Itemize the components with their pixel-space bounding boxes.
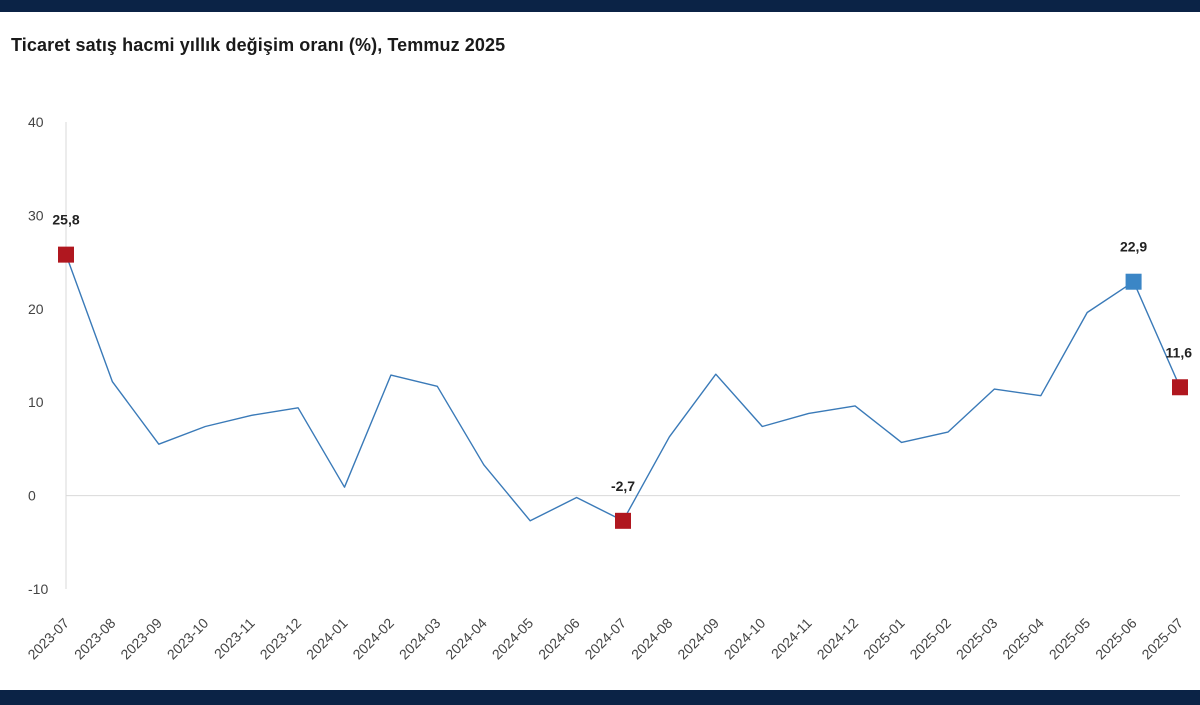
x-tick-label: 2024-04 <box>442 615 490 663</box>
highlight-marker <box>1172 379 1188 396</box>
x-tick-label: 2025-03 <box>953 615 1001 663</box>
x-tick-label: 2023-08 <box>71 615 119 663</box>
x-tick-label: 2023-10 <box>164 615 212 663</box>
data-point <box>1085 311 1089 315</box>
data-label: -2,7 <box>611 478 635 494</box>
highlight-marker <box>615 512 631 529</box>
data-point <box>853 404 857 408</box>
data-label: 25,8 <box>52 212 79 228</box>
y-tick-label: 40 <box>28 114 44 130</box>
x-tick-label: 2024-01 <box>303 615 351 663</box>
chart-title: Ticaret satış hacmi yıllık değişim oranı… <box>11 35 506 55</box>
x-tick-label: 2025-01 <box>860 615 908 663</box>
data-label: 11,6 <box>1166 344 1193 360</box>
x-tick-label: 2025-07 <box>1138 615 1186 663</box>
data-point <box>807 411 811 415</box>
data-point <box>667 435 671 439</box>
x-tick-label: 2024-10 <box>721 615 769 663</box>
data-point <box>992 387 996 391</box>
data-point <box>575 495 579 499</box>
x-tick-label: 2024-11 <box>768 615 815 662</box>
data-point <box>296 406 300 410</box>
data-point <box>760 424 764 428</box>
bottom-frame-bar <box>0 690 1200 705</box>
y-tick-label: 0 <box>28 488 36 504</box>
x-tick-label: 2023-12 <box>257 615 305 663</box>
x-tick-label: 2024-02 <box>349 615 397 663</box>
data-label: 22,9 <box>1120 239 1147 255</box>
y-tick-label: -10 <box>28 581 48 597</box>
x-tick-label: 2025-06 <box>1092 615 1140 663</box>
data-point <box>528 519 532 523</box>
data-point <box>157 442 161 446</box>
x-tick-label: 2024-07 <box>581 615 629 663</box>
x-tick-label: 2025-04 <box>999 615 1047 663</box>
top-frame-bar <box>0 0 1200 12</box>
data-point <box>435 384 439 388</box>
y-tick-label: 20 <box>28 301 44 317</box>
x-tick-label: 2023-09 <box>117 615 165 663</box>
data-point <box>203 424 207 428</box>
x-tick-label: 2024-12 <box>814 615 862 663</box>
x-tick-label: 2023-11 <box>211 615 258 662</box>
y-tick-label: 30 <box>28 207 44 223</box>
data-point <box>389 373 393 377</box>
line-chart: -10 0 10 20 30 40 2023-072023-082023-092023-10… <box>24 114 1193 663</box>
data-point <box>1039 394 1043 398</box>
x-tick-label: 2024-08 <box>628 615 676 663</box>
data-point <box>946 430 950 434</box>
data-point <box>250 413 254 417</box>
highlight-marker <box>1125 273 1142 290</box>
data-point <box>110 380 114 384</box>
data-point <box>900 440 904 444</box>
data-point <box>343 485 347 489</box>
x-tick-label: 2024-05 <box>489 615 537 663</box>
y-tick-label: 10 <box>28 394 44 410</box>
x-tick-label: 2025-05 <box>1046 615 1094 663</box>
x-tick-label: 2023-07 <box>24 615 72 663</box>
x-tick-label: 2024-03 <box>396 615 444 663</box>
x-tick-label: 2024-06 <box>535 615 583 663</box>
x-tick-label: 2024-09 <box>674 615 722 663</box>
data-point <box>482 463 486 467</box>
x-tick-label: 2025-02 <box>906 615 954 663</box>
data-point <box>714 372 718 376</box>
highlight-marker <box>58 246 74 263</box>
